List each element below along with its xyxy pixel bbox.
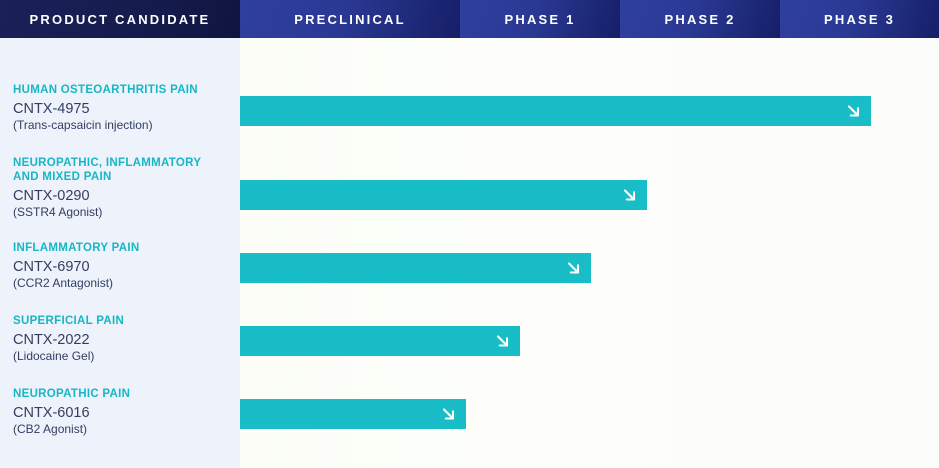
indication-text: NEUROPATHIC PAIN	[13, 388, 131, 400]
progress-bar-cntx-2022[interactable]	[240, 326, 520, 356]
mechanism-text: (Trans-capsaicin injection)	[13, 118, 153, 133]
mechanism-text: (SSTR4 Agonist)	[13, 205, 103, 220]
header-label: PHASE 1	[504, 11, 576, 27]
row-label-cntx-0290: NEUROPATHIC, INFLAMMATORY AND MIXED PAIN…	[13, 157, 227, 220]
progress-bar-cntx-6016[interactable]	[240, 399, 466, 429]
candidate-name: CNTX-2022	[13, 331, 90, 348]
header-preclinical: PRECLINICAL	[240, 0, 460, 38]
header-phase-2: PHASE 2	[620, 0, 780, 38]
indication-text: INFLAMMATORY PAIN	[13, 242, 140, 254]
mechanism-text: (CB2 Agonist)	[13, 422, 88, 437]
candidate-name: CNTX-0290	[13, 187, 90, 204]
row-label-cntx-6970: INFLAMMATORY PAIN CNTX-6970 (CCR2 Antago…	[13, 242, 227, 291]
arrow-down-right-icon	[847, 105, 860, 117]
candidate-name: CNTX-6016	[13, 404, 90, 421]
phase-header-row: PRODUCT CANDIDATE PRECLINICAL PHASE 1 PH…	[0, 0, 939, 38]
candidate-name: CNTX-4975	[13, 100, 90, 117]
row-label-cntx-6016: NEUROPATHIC PAIN CNTX-6016 (CB2 Agonist)	[13, 388, 227, 437]
header-product-candidate: PRODUCT CANDIDATE	[0, 0, 240, 38]
arrow-down-right-icon	[496, 335, 509, 347]
indication-text: SUPERFICIAL PAIN	[13, 315, 125, 327]
progress-bar-cntx-4975[interactable]	[240, 96, 871, 126]
arrow-down-right-icon	[623, 189, 636, 201]
header-phase-3: PHASE 3	[780, 0, 939, 38]
mechanism-text: (CCR2 Antagonist)	[13, 276, 114, 291]
candidate-name: CNTX-6970	[13, 258, 90, 275]
arrow-down-right-icon	[567, 262, 580, 274]
indication-text: HUMAN OSTEOARTHRITIS PAIN	[13, 84, 198, 96]
candidate-label-column	[0, 38, 240, 468]
progress-bar-cntx-6970[interactable]	[240, 253, 591, 283]
header-label: PRECLINICAL	[294, 11, 406, 27]
progress-bar-cntx-0290[interactable]	[240, 180, 647, 210]
header-label: PRODUCT CANDIDATE	[29, 11, 211, 27]
arrow-down-right-icon	[442, 408, 455, 420]
header-label: PHASE 2	[664, 11, 736, 27]
header-label: PHASE 3	[823, 11, 896, 27]
mechanism-text: (Lidocaine Gel)	[13, 349, 95, 364]
row-label-cntx-4975: HUMAN OSTEOARTHRITIS PAIN CNTX-4975 (Tra…	[13, 84, 227, 133]
header-phase-1: PHASE 1	[460, 0, 620, 38]
row-label-cntx-2022: SUPERFICIAL PAIN CNTX-2022 (Lidocaine Ge…	[13, 315, 227, 364]
indication-text: NEUROPATHIC, INFLAMMATORY AND MIXED PAIN	[13, 157, 202, 183]
